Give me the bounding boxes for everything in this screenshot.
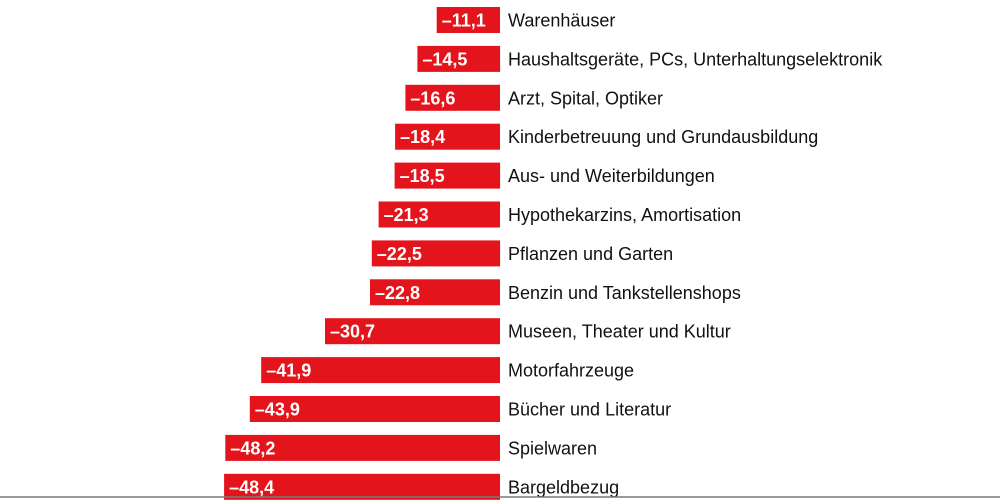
category-label: Pflanzen und Garten xyxy=(508,244,673,264)
bar-value-label: –18,4 xyxy=(400,127,445,147)
bar-value-label: –43,9 xyxy=(255,400,300,420)
bar-value-label: –11,1 xyxy=(442,11,486,31)
bar xyxy=(225,434,501,461)
bar xyxy=(325,318,500,345)
category-label: Bücher und Literatur xyxy=(508,400,671,420)
bar xyxy=(405,84,500,111)
bar-value-label: –14,5 xyxy=(422,49,467,69)
category-label: Motorfahrzeuge xyxy=(508,361,634,381)
bar-value-label: –16,6 xyxy=(410,88,455,108)
bar xyxy=(249,396,500,422)
bar xyxy=(261,357,500,384)
bar xyxy=(436,7,500,33)
bar-value-label: –18,5 xyxy=(400,166,445,186)
category-label: Benzin und Tankstellenshops xyxy=(508,283,741,303)
category-label: Spielwaren xyxy=(508,438,597,458)
bar-value-label: –48,4 xyxy=(229,477,274,497)
bar xyxy=(378,201,500,228)
category-label: Aus- und Weiterbildungen xyxy=(508,166,715,186)
category-label: Museen, Theater und Kultur xyxy=(508,322,731,342)
bar xyxy=(394,162,501,189)
bar xyxy=(370,279,500,306)
category-label: Hypothekarzins, Amortisation xyxy=(508,205,741,225)
category-label: Kinderbetreuung und Grundausbildung xyxy=(508,127,818,147)
category-label: Warenhäuser xyxy=(508,11,615,31)
bar-value-label: –21,3 xyxy=(384,205,429,225)
bar-value-label: –48,2 xyxy=(230,438,275,458)
bars-group: –11,1 Warenhäuser –14,5 Haushaltsgeräte, PC… xyxy=(224,7,883,500)
bar-value-label: –30,7 xyxy=(330,322,375,342)
bar xyxy=(371,240,501,267)
bar-value-label: –41,9 xyxy=(266,361,311,381)
category-label: Haushaltsgeräte, PCs, Unterhaltungselekt… xyxy=(508,49,883,69)
bar-value-label: –22,5 xyxy=(377,244,422,264)
bar xyxy=(417,45,501,72)
bar-value-label: –22,8 xyxy=(375,283,420,303)
category-label: Bargeldbezug xyxy=(508,477,619,497)
category-label: Arzt, Spital, Optiker xyxy=(508,88,663,108)
bar xyxy=(395,123,500,150)
bar xyxy=(224,473,500,500)
